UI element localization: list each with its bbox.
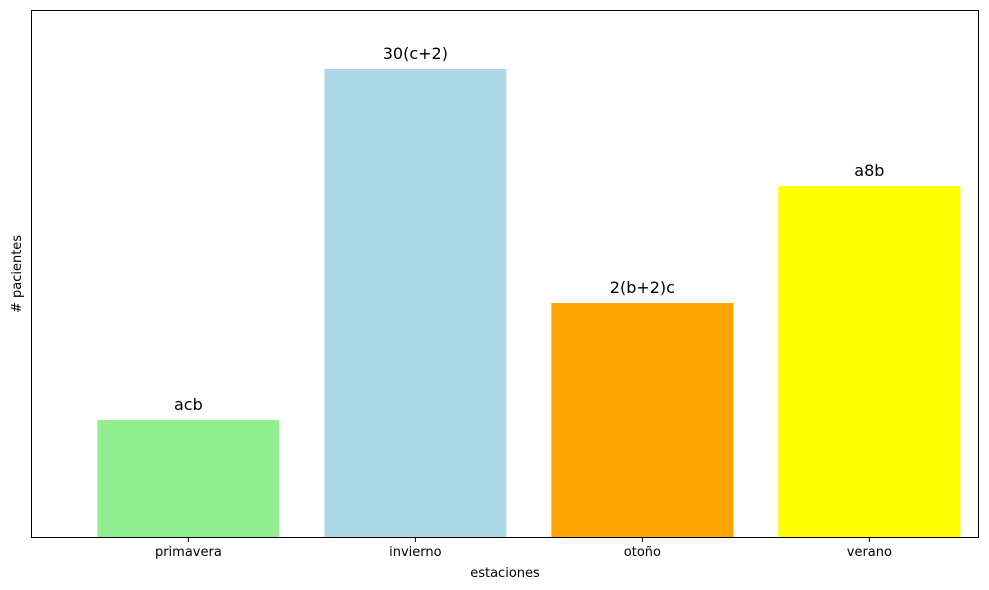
bar-primavera (97, 420, 280, 537)
x-tick-label: invierno (389, 545, 442, 560)
x-tick-label: primavera (155, 545, 222, 560)
y-axis-label: # pacientes (10, 235, 25, 313)
x-ticks-group: primavera invierno otoño verano (155, 537, 892, 560)
plot-frame (31, 10, 979, 538)
x-tick-label: otoño (624, 545, 661, 560)
bar-labels-group: acb 30(c+2) 2(b+2)c a8b (174, 44, 884, 414)
bar-invierno (324, 69, 507, 537)
bar-value-label: 30(c+2) (383, 44, 448, 63)
x-tick-label: verano (847, 545, 892, 560)
bar-verano (778, 186, 961, 537)
bars-group (97, 69, 961, 537)
bar-value-label: 2(b+2)c (610, 278, 675, 297)
bar-value-label: acb (174, 395, 203, 414)
bar-value-label: a8b (854, 161, 884, 180)
bar-otoño (551, 303, 734, 537)
x-axis-label: estaciones (470, 566, 540, 581)
